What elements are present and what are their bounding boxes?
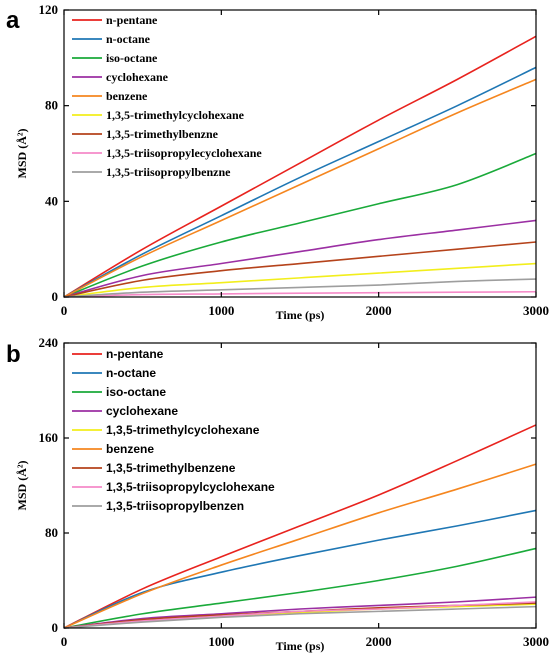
x-axis-label: Time (ps): [276, 308, 325, 322]
x-tick-label: 2000: [366, 303, 392, 318]
x-tick-label: 3000: [523, 303, 549, 318]
series-line-7: [63, 241, 537, 298]
legend-entry: 1,3,5-triisopropylbenzne: [106, 165, 231, 179]
legend-entry: iso-octane: [106, 51, 158, 65]
legend-entry: n-octane: [106, 366, 156, 380]
series-line-2: [63, 66, 537, 298]
x-axis-label: Time (ps): [276, 639, 325, 653]
legend-entry: cyclohexane: [106, 70, 169, 84]
legend-entry: 1,3,5-triisopropylcyclohexane: [106, 480, 275, 494]
series-line-3: [63, 547, 537, 629]
y-tick-label: 0: [52, 620, 59, 635]
legend-entry: n-octane: [106, 32, 151, 46]
legend-entry: 1,3,5-trimethylcyclohexane: [106, 108, 245, 122]
plot-frame: [63, 9, 537, 298]
series-line-1: [63, 35, 537, 298]
x-tick-label: 1000: [208, 634, 234, 649]
legend-entry: n-pentane: [106, 13, 158, 27]
y-tick-label: 0: [52, 289, 59, 304]
panel-b: b 0 1000 2000 3000 0 80 160 240 Time (ps) MSD (Å²)…: [6, 335, 549, 653]
legend-entry: benzene: [106, 89, 148, 103]
legend: n-pentane n-octane iso-octane cyclohexane 1,…: [72, 347, 275, 513]
y-tick-label: 160: [39, 430, 59, 445]
series-line-2: [63, 509, 537, 629]
y-axis-label: MSD (Å²): [15, 461, 29, 511]
plot-frame: [63, 342, 537, 629]
legend-entry: 1,3,5-triisopropylecyclohexane: [106, 146, 262, 160]
series-line-4: [63, 596, 537, 629]
series-line-5: [63, 603, 537, 629]
y-tick-label: 240: [39, 335, 59, 350]
series-line-8: [63, 290, 537, 298]
legend: n-pentane n-octane iso-octane cyclohexane be…: [72, 13, 262, 179]
y-tick-label: 80: [45, 98, 58, 113]
x-tick-label: 3000: [523, 634, 549, 649]
y-tick-label: 120: [39, 2, 59, 17]
legend-entry: 1,3,5-trimethylbenzene: [106, 461, 236, 475]
series-line-6: [63, 262, 537, 298]
series-line-9: [63, 278, 537, 298]
x-tick-label: 2000: [366, 634, 392, 649]
series-line-3: [63, 152, 537, 298]
y-axis-label: MSD (Å²): [15, 129, 29, 179]
x-tick-label: 1000: [208, 303, 234, 318]
legend-entry: 1,3,5-triisopropylbenzen: [106, 499, 244, 513]
panel-a: a 0 1000 2000 3000 0 40 80 120 Time (ps) MSD (Å²) n…: [6, 2, 549, 322]
x-tick-label: 0: [61, 303, 68, 318]
legend-entry: 1,3,5-trimethylbenzne: [106, 127, 219, 141]
series-line-4: [63, 219, 537, 298]
series-line-8: [63, 601, 537, 629]
y-tick-label: 40: [45, 193, 58, 208]
series-line-6: [63, 463, 537, 629]
legend-entry: iso-octane: [106, 385, 166, 399]
legend-entry: n-pentane: [106, 347, 164, 361]
series-line-1: [63, 424, 537, 629]
y-tick-label: 80: [45, 525, 58, 540]
legend-entry: 1,3,5-trimethylcyclohexane: [106, 423, 260, 437]
panel-label: a: [6, 7, 20, 34]
panel-label: b: [6, 341, 21, 368]
series-line-9: [63, 605, 537, 629]
x-tick-label: 0: [61, 634, 68, 649]
legend-entry: benzene: [106, 442, 154, 456]
legend-entry: cyclohexane: [106, 404, 178, 418]
series-line-5: [63, 78, 537, 298]
